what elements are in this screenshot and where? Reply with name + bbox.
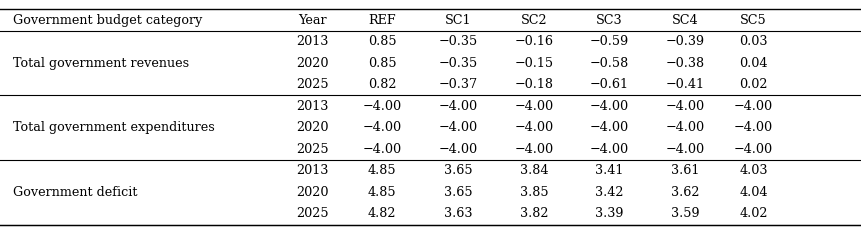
Text: SC1: SC1	[445, 14, 471, 27]
Text: 2025: 2025	[296, 143, 328, 156]
Text: SC2: SC2	[521, 14, 547, 27]
Text: −4.00: −4.00	[666, 121, 705, 134]
Text: 2013: 2013	[296, 164, 328, 177]
Text: −0.16: −0.16	[514, 35, 554, 48]
Text: −0.39: −0.39	[666, 35, 705, 48]
Text: −0.18: −0.18	[514, 78, 554, 91]
Text: 0.82: 0.82	[368, 78, 397, 91]
Text: 3.61: 3.61	[672, 164, 699, 177]
Text: 4.02: 4.02	[739, 207, 768, 220]
Text: −4.00: −4.00	[590, 143, 629, 156]
Text: 3.84: 3.84	[519, 164, 548, 177]
Text: REF: REF	[369, 14, 396, 27]
Text: −0.15: −0.15	[514, 57, 554, 70]
Text: −0.59: −0.59	[590, 35, 629, 48]
Text: 3.39: 3.39	[595, 207, 624, 220]
Text: 3.65: 3.65	[443, 186, 473, 199]
Text: 0.85: 0.85	[368, 35, 397, 48]
Text: 0.04: 0.04	[739, 57, 768, 70]
Text: 4.85: 4.85	[368, 164, 397, 177]
Text: 4.85: 4.85	[368, 186, 397, 199]
Text: −4.00: −4.00	[438, 143, 478, 156]
Text: −0.41: −0.41	[666, 78, 705, 91]
Text: −4.00: −4.00	[514, 143, 554, 156]
Text: 2020: 2020	[296, 121, 328, 134]
Text: 0.02: 0.02	[739, 78, 768, 91]
Text: 4.82: 4.82	[368, 207, 397, 220]
Text: 0.85: 0.85	[368, 57, 397, 70]
Text: 3.85: 3.85	[519, 186, 548, 199]
Text: 4.03: 4.03	[739, 164, 768, 177]
Text: −0.37: −0.37	[438, 78, 478, 91]
Text: −0.61: −0.61	[590, 78, 629, 91]
Text: −4.00: −4.00	[514, 121, 554, 134]
Text: 4.04: 4.04	[739, 186, 768, 199]
Text: −0.58: −0.58	[590, 57, 629, 70]
Text: 2013: 2013	[296, 100, 328, 113]
Text: −4.00: −4.00	[734, 121, 773, 134]
Text: −4.00: −4.00	[590, 100, 629, 113]
Text: −0.35: −0.35	[438, 57, 478, 70]
Text: 3.41: 3.41	[596, 164, 623, 177]
Text: 0.03: 0.03	[739, 35, 768, 48]
Text: Government budget category: Government budget category	[13, 14, 202, 27]
Text: −4.00: −4.00	[438, 100, 478, 113]
Text: −4.00: −4.00	[362, 143, 402, 156]
Text: Total government revenues: Total government revenues	[13, 57, 189, 70]
Text: 3.59: 3.59	[671, 207, 700, 220]
Text: −4.00: −4.00	[734, 143, 773, 156]
Text: SC5: SC5	[740, 14, 767, 27]
Text: 3.62: 3.62	[671, 186, 700, 199]
Text: −4.00: −4.00	[362, 100, 402, 113]
Text: 3.63: 3.63	[443, 207, 473, 220]
Text: 2013: 2013	[296, 35, 328, 48]
Text: −4.00: −4.00	[438, 121, 478, 134]
Text: −0.35: −0.35	[438, 35, 478, 48]
Text: 3.82: 3.82	[519, 207, 548, 220]
Text: 3.42: 3.42	[595, 186, 624, 199]
Text: −0.38: −0.38	[666, 57, 705, 70]
Text: −4.00: −4.00	[666, 100, 705, 113]
Text: SC4: SC4	[672, 14, 698, 27]
Text: 2025: 2025	[296, 78, 328, 91]
Text: Total government expenditures: Total government expenditures	[13, 121, 214, 134]
Text: −4.00: −4.00	[666, 143, 705, 156]
Text: −4.00: −4.00	[514, 100, 554, 113]
Text: 2020: 2020	[296, 186, 328, 199]
Text: Government deficit: Government deficit	[13, 186, 138, 199]
Text: 2025: 2025	[296, 207, 328, 220]
Text: 3.65: 3.65	[443, 164, 473, 177]
Text: Year: Year	[298, 14, 326, 27]
Text: −4.00: −4.00	[590, 121, 629, 134]
Text: 2020: 2020	[296, 57, 328, 70]
Text: −4.00: −4.00	[734, 100, 773, 113]
Text: SC3: SC3	[597, 14, 623, 27]
Text: −4.00: −4.00	[362, 121, 402, 134]
